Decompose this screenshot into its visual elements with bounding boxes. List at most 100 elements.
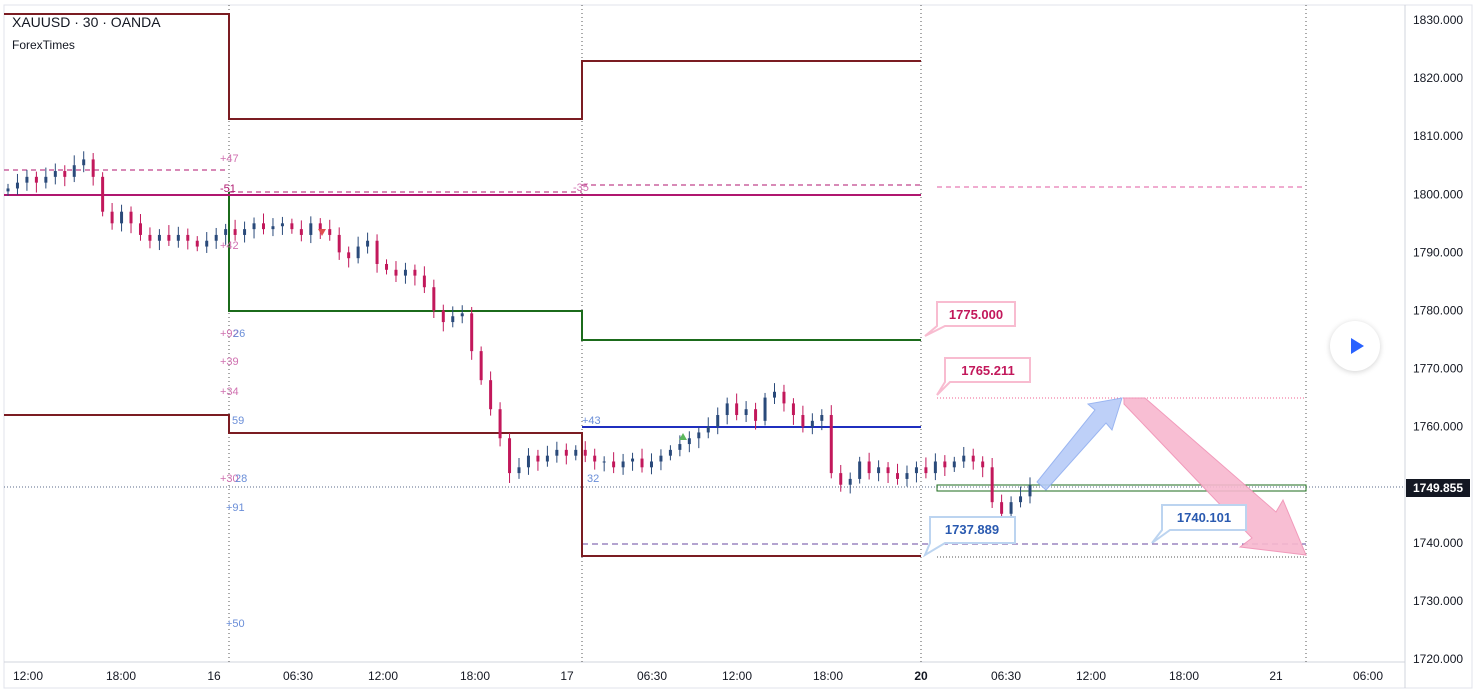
candle-body: [602, 461, 606, 463]
callout-1765-text: 1765.211: [961, 363, 1015, 378]
candle-body: [233, 229, 237, 235]
price-tick-label: 1820.000: [1413, 71, 1463, 85]
candles-group: [6, 151, 1032, 524]
candle-body: [706, 426, 710, 433]
candle-body: [63, 171, 67, 177]
candle-body: [498, 409, 502, 439]
candle-body: [1000, 502, 1004, 514]
candle-body: [25, 176, 29, 183]
time-tick-label: 18:00: [106, 669, 136, 683]
candle-body: [1019, 496, 1023, 503]
time-tick-label: 12:00: [722, 669, 752, 683]
price-tick-label: 1800.000: [1413, 187, 1463, 201]
candle-body: [914, 467, 918, 474]
candle-body: [896, 473, 900, 479]
candle-body: [773, 391, 776, 398]
price-tick-label: 1740.000: [1413, 536, 1463, 550]
candle-body: [990, 467, 994, 503]
candle-body: [460, 313, 464, 317]
candle-body: [15, 182, 19, 189]
green-step: [228, 192, 921, 341]
candle-body: [318, 223, 322, 230]
candle-body: [120, 211, 124, 224]
price-tick-label: 1780.000: [1413, 303, 1463, 317]
play-icon: [1350, 338, 1364, 354]
time-tick-label: 12:00: [1076, 669, 1106, 683]
candle-body: [479, 351, 483, 381]
candle-body: [962, 455, 966, 462]
candle-body: [195, 240, 199, 247]
callout-1737-text: 1737.889: [945, 522, 999, 537]
candle-body: [101, 176, 105, 212]
candle-body: [243, 229, 247, 235]
candle-body: [280, 223, 284, 227]
callout-1765: 1765.211: [936, 357, 1031, 396]
forecast-arrow-up: [1036, 397, 1123, 491]
candle-body: [413, 269, 417, 276]
label-p91: +91: [226, 502, 245, 514]
candle-body: [801, 415, 805, 427]
label-p39: +39: [220, 356, 239, 368]
time-tick-label: 21: [1269, 669, 1283, 683]
candle-body: [725, 403, 729, 416]
price-tick-label: 1770.000: [1413, 362, 1463, 376]
candle-body: [489, 380, 493, 410]
candle-body: [347, 252, 351, 259]
candle-body: [536, 455, 540, 462]
candle-body: [6, 188, 10, 192]
candle-body: [214, 234, 218, 241]
current-price-text: 1749.855: [1413, 481, 1463, 495]
candle-body: [943, 461, 947, 468]
time-tick-label: 06:30: [991, 669, 1021, 683]
candle-body: [545, 455, 549, 462]
forecast-arrow-down: [1123, 397, 1307, 556]
candle-body: [186, 234, 190, 241]
maroon-step-lower: [4, 414, 921, 557]
time-tick-label: 18:00: [813, 669, 843, 683]
candle-body: [337, 234, 341, 253]
symbol-header: XAUUSD · 30 · OANDA: [12, 14, 161, 30]
label-p35: -35: [573, 182, 589, 194]
chart-frame: [3, 4, 1473, 689]
candle-body: [763, 397, 767, 421]
price-axis[interactable]: 1830.000 1820.000 1810.000 1800.000 1790.000…: [1413, 13, 1463, 666]
candle-body: [848, 478, 852, 485]
time-tick-label: 18:00: [1169, 669, 1199, 683]
candle-body: [924, 467, 928, 474]
candle-body: [299, 229, 303, 235]
candle-body: [375, 240, 379, 264]
candle-body: [555, 449, 559, 456]
price-tick-label: 1810.000: [1413, 129, 1463, 143]
callout-1737: 1737.889: [922, 516, 1016, 558]
label-p50: +50: [226, 618, 245, 630]
candle-body: [403, 269, 407, 276]
candle-body: [744, 409, 748, 416]
time-axis[interactable]: 12:00 18:00 16 06:30 12:00 18:00 17 06:30 12:00 1…: [13, 669, 1383, 683]
candle-body: [1028, 485, 1032, 497]
callout-1775: 1775.000: [924, 301, 1016, 337]
price-tick-label: 1730.000: [1413, 594, 1463, 608]
label-p32: 32: [587, 473, 599, 485]
candle-body: [129, 211, 133, 224]
candle-body: [621, 461, 625, 468]
candle-body: [810, 420, 814, 427]
indicator-name: ForexTimes: [12, 38, 75, 52]
price-tick-label: 1720.000: [1413, 652, 1463, 666]
candle-body: [905, 473, 909, 479]
candle-body: [593, 455, 597, 462]
candle-body: [176, 234, 180, 241]
label-p30: +30: [220, 473, 239, 485]
time-tick-label: 17: [560, 669, 574, 683]
play-button[interactable]: [1330, 321, 1380, 371]
time-tick-label: 20: [914, 669, 928, 683]
maroon-step-upper: [4, 13, 921, 120]
candle-body: [697, 432, 701, 439]
candle-body: [754, 409, 758, 421]
candle-body: [82, 159, 86, 166]
label-p42: +42: [220, 240, 239, 252]
price-tick-label: 1830.000: [1413, 13, 1463, 27]
price-tick-label: 1760.000: [1413, 420, 1463, 434]
time-tick-label: 12:00: [13, 669, 43, 683]
